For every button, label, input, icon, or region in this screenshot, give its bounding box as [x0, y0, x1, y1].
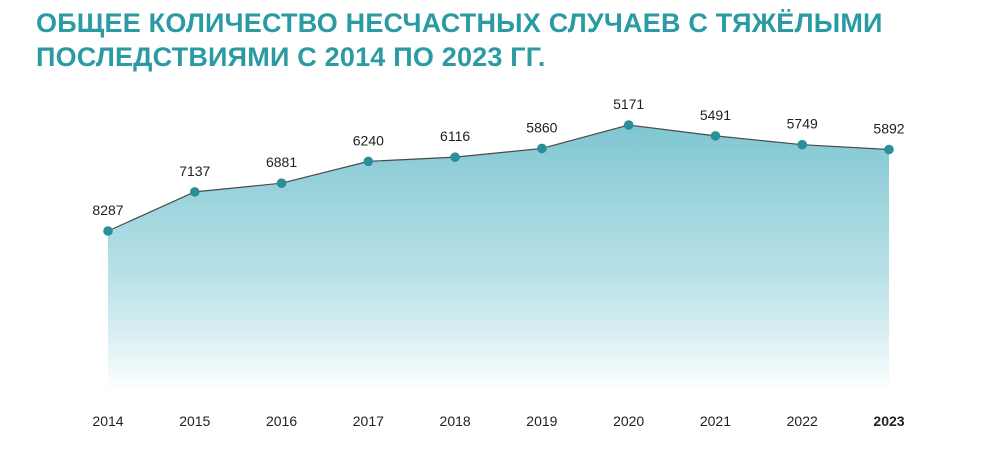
x-tick-label-2022: 2022: [787, 413, 818, 429]
data-point-2015: [189, 187, 200, 197]
data-point-2019: [537, 143, 547, 154]
value-label-2018: 6116: [440, 128, 470, 144]
value-label-2015: 7137: [179, 163, 210, 179]
x-tick-label-2021: 2021: [700, 413, 731, 429]
data-point-2016: [276, 178, 287, 188]
data-point-2014: [103, 226, 113, 236]
value-label-2014: 8287: [92, 202, 123, 218]
x-tick-label-2023: 2023: [873, 413, 904, 429]
data-point-2018: [450, 152, 460, 162]
x-tick-label-2019: 2019: [526, 413, 557, 429]
area-fill: [108, 125, 889, 392]
data-point-2021: [710, 131, 721, 141]
x-tick-label-2014: 2014: [92, 413, 123, 429]
data-point-2023: [884, 144, 894, 155]
value-label-2020: 5171: [613, 96, 644, 112]
x-tick-label-2018: 2018: [440, 413, 471, 429]
data-point-2020: [623, 120, 634, 130]
value-label-2019: 5860: [526, 119, 557, 135]
value-label-2021: 5491: [700, 107, 731, 123]
value-label-2022: 5749: [787, 116, 818, 132]
x-tick-label-2017: 2017: [353, 413, 384, 429]
x-tick-label-2016: 2016: [266, 413, 297, 429]
value-label-2023: 5892: [873, 121, 904, 137]
series-line: [107, 124, 890, 232]
value-label-2017: 6240: [353, 132, 384, 148]
data-point-2022: [797, 139, 808, 150]
x-tick-label-2020: 2020: [613, 413, 644, 429]
chart-title: ОБЩЕЕ КОЛИЧЕСТВО НЕСЧАСТНЫХ СЛУЧАЕВ С ТЯ…: [36, 8, 883, 72]
data-point-2017: [363, 156, 374, 167]
value-label-2016: 6881: [266, 154, 297, 170]
x-tick-label-2015: 2015: [179, 413, 210, 429]
